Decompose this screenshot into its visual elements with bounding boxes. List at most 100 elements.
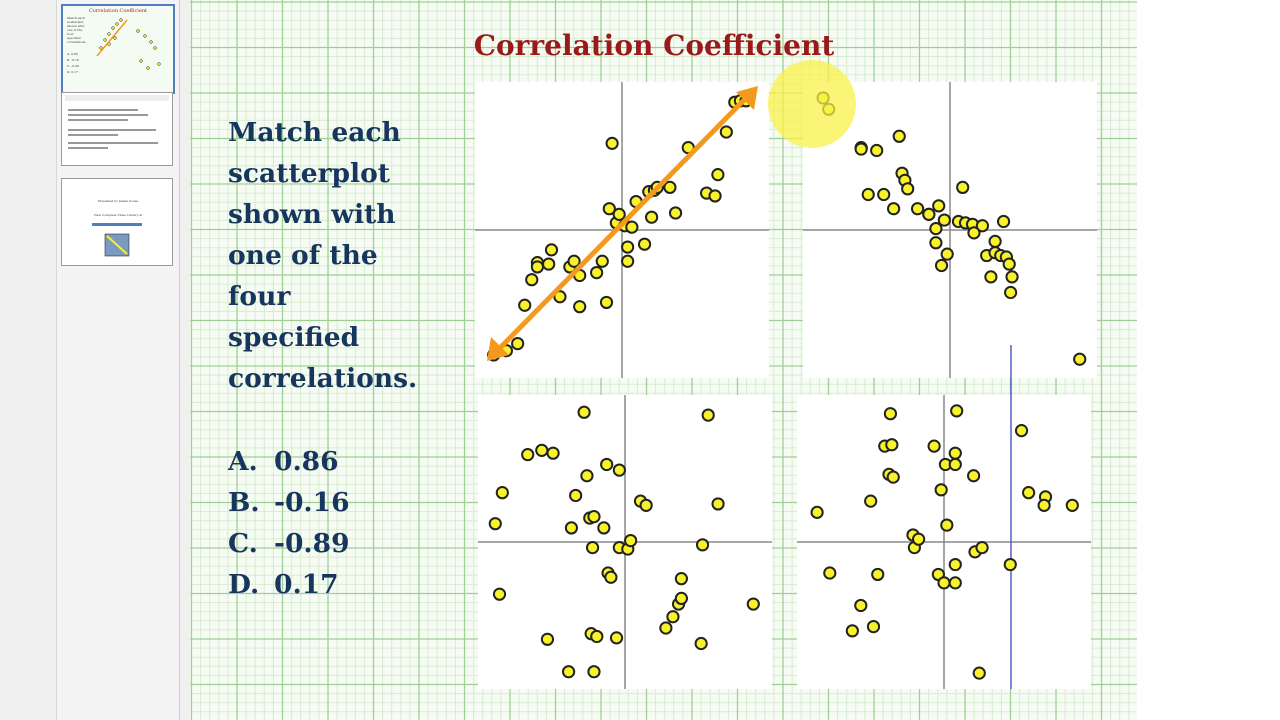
thumbnail-dot [143, 34, 147, 38]
data-point [887, 202, 901, 216]
data-point [871, 567, 885, 582]
thumbnail-dot [103, 38, 107, 42]
data-point [948, 576, 962, 590]
thumbnail-dot [146, 66, 150, 70]
data-point [666, 610, 680, 624]
data-point [621, 240, 635, 254]
thumbnail-dot [149, 40, 153, 44]
thumbnail-1-text-line: shown with [67, 24, 85, 28]
data-point [590, 629, 604, 644]
data-point [854, 598, 868, 613]
data-point [1014, 424, 1029, 438]
option-b-value: -0.16 [274, 487, 350, 518]
prompt-line: scatterplot [228, 158, 391, 189]
data-point [845, 624, 859, 638]
data-point [927, 439, 941, 453]
data-point [988, 234, 1002, 248]
right-margin [1137, 0, 1280, 720]
thumbnail-1-text-line: D. 0.17 [67, 70, 78, 74]
thumbnail-dot [153, 46, 157, 50]
prompt-line: specified [228, 322, 360, 353]
scatterplot-panels [475, 60, 1097, 689]
data-point [886, 470, 900, 484]
option-a-letter: A. [228, 446, 258, 477]
data-point [609, 631, 624, 645]
option-c-letter: C. [228, 528, 258, 559]
slide-thumbnail-2[interactable] [61, 92, 173, 166]
data-point [711, 168, 725, 182]
option-a-value: 0.86 [274, 446, 339, 477]
thumbnail-1-text-line: B. -0.16 [67, 58, 79, 62]
data-point [940, 247, 954, 261]
data-point [535, 443, 549, 457]
slide-canvas: Correlation Coefficient Match each scatt… [190, 0, 1137, 720]
arrow-shaft [495, 94, 750, 353]
slide-thumbnail-1[interactable]: Correlation Coefficient Match each scatte… [61, 4, 175, 94]
data-point [864, 494, 878, 508]
data-point [590, 266, 604, 280]
thumbnail-dot [119, 18, 123, 22]
option-d-letter: D. [228, 569, 260, 600]
data-point [940, 518, 954, 532]
thumbnail-1-preview: Correlation Coefficient [63, 6, 173, 92]
prompt-line: one of the [228, 240, 378, 271]
data-point [511, 337, 525, 351]
data-point [546, 446, 560, 460]
data-point [719, 125, 733, 139]
thumbnail-dot [139, 59, 143, 63]
data-point [984, 270, 998, 284]
data-point [562, 665, 576, 679]
option-d-value: 0.17 [274, 569, 339, 600]
data-point [668, 206, 683, 220]
option-c-value: -0.89 [274, 528, 350, 559]
data-point [948, 457, 962, 472]
thumbnail-dot [115, 22, 119, 26]
data-point [595, 254, 609, 268]
scatterplot-2 [803, 82, 1097, 378]
data-point [996, 214, 1011, 229]
slide-thumbnail-panel: Correlation Coefficient Match each scatte… [0, 0, 190, 720]
prompt-line: Match each [228, 117, 401, 148]
trend-arrow [487, 86, 758, 361]
data-point [1003, 557, 1017, 572]
prompt-line: correlations. [228, 363, 418, 394]
scatterplot-3 [478, 395, 772, 689]
data-point [975, 541, 989, 555]
data-point [711, 497, 725, 511]
data-point [910, 202, 925, 216]
answer-options: A. 0.86 B. -0.16 C. -0.89 D. 0.17 [228, 441, 350, 605]
data-point [695, 538, 710, 552]
data-point [569, 488, 583, 503]
data-point [663, 180, 677, 194]
data-point [948, 557, 962, 572]
data-point [937, 213, 951, 227]
data-point [823, 566, 837, 580]
data-point [585, 541, 600, 555]
thumbnail-1-title: Correlation Coefficient [89, 8, 147, 14]
thumbnail-1-text-line: Match each [67, 16, 85, 20]
data-point [525, 273, 539, 287]
data-point [542, 257, 556, 271]
data-point [587, 665, 601, 679]
thumbnail-1-text-line: A. 0.86 [67, 52, 78, 56]
thumbnail-1-text-line: one of the [67, 28, 83, 32]
data-point [1037, 498, 1051, 512]
thumbnail-arrow [96, 19, 128, 57]
thumbnail-3-preview [92, 223, 142, 257]
slide-thumbnail-3[interactable]: Presented by James Sousa View Complete V… [61, 178, 173, 266]
data-point [975, 219, 990, 233]
thumbnail-dot [113, 36, 117, 40]
data-point [544, 243, 559, 257]
data-point [892, 129, 906, 143]
data-point [950, 404, 964, 418]
thumbnail-3-line-2: View Complete Video Library at [93, 213, 143, 217]
data-point [932, 199, 946, 213]
data-point [612, 463, 626, 477]
data-point [573, 300, 587, 314]
data-point [854, 142, 868, 156]
data-point [521, 447, 535, 462]
data-point [1004, 285, 1018, 300]
cursor-highlight [768, 60, 856, 148]
data-point [602, 202, 616, 216]
slide-graphics: Correlation Coefficient [190, 0, 1137, 720]
